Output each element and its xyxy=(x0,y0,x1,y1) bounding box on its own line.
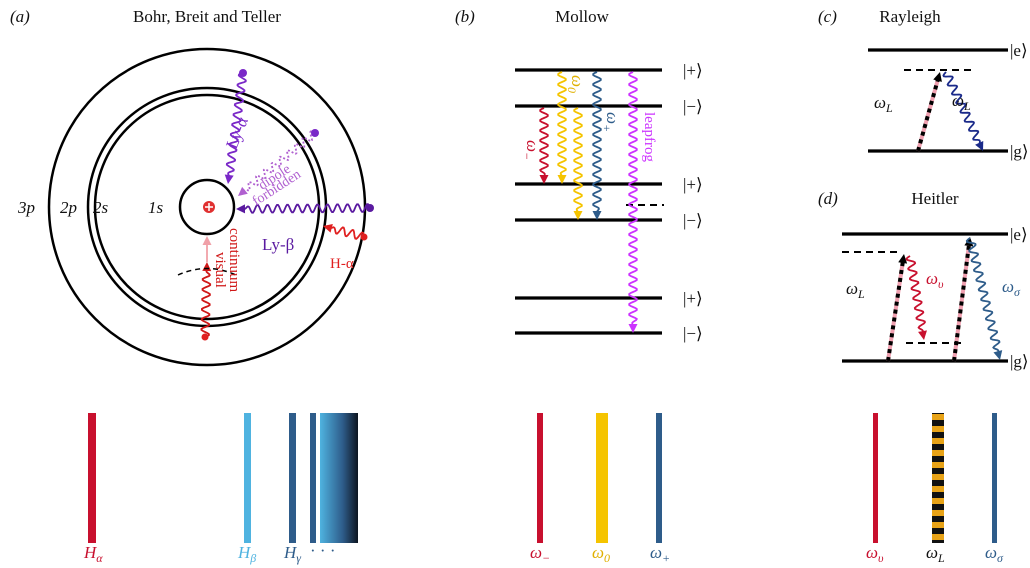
continuum-label: continuum xyxy=(226,228,242,292)
panel-label: (b) xyxy=(455,7,475,26)
arrow-label: ω+ xyxy=(600,112,622,132)
leapfrog-arrow xyxy=(629,72,637,325)
spectral-line xyxy=(289,413,296,543)
spectral-line xyxy=(873,413,878,543)
spectral-line xyxy=(656,413,662,543)
spectrum-label: ω+ xyxy=(650,543,670,565)
state-label: |+⟩ xyxy=(683,175,703,194)
arrow-label: ωL xyxy=(952,91,971,113)
panel-title: Heitler xyxy=(911,189,959,208)
omega-plus-arrow xyxy=(593,72,601,212)
panel-title: Mollow xyxy=(555,7,610,26)
shell-label: 1s xyxy=(148,198,164,217)
panel-label: (c) xyxy=(818,7,837,26)
spectrum-label: ωσ xyxy=(985,543,1004,565)
arrow-head xyxy=(238,187,248,196)
scatter-arrow xyxy=(907,256,925,332)
panel-label: (d) xyxy=(818,189,838,208)
h-alpha-arrow xyxy=(331,227,364,239)
arrow-head xyxy=(225,174,234,184)
ly-beta-label: Ly-β xyxy=(262,235,294,254)
ly-alpha-label: Ly-α xyxy=(222,114,252,151)
spectrum-label: Hγ xyxy=(283,543,301,565)
arrow-label: ωL xyxy=(874,93,893,115)
arrow-head xyxy=(933,72,942,82)
spectral-line xyxy=(596,413,608,543)
dot xyxy=(311,129,319,137)
spectral-line xyxy=(537,413,543,543)
state-label: |−⟩ xyxy=(683,324,703,343)
arrow-label: ω0 xyxy=(565,75,587,93)
state-label: |+⟩ xyxy=(683,289,703,308)
panel-label: (a) xyxy=(10,7,30,26)
spectral-line xyxy=(992,413,997,543)
dot xyxy=(366,204,374,212)
omega-0-arrow xyxy=(558,72,566,176)
arrow-label: ωσ xyxy=(1002,277,1021,299)
arrow-label: ωL xyxy=(846,279,865,301)
spectrum-label: ω− xyxy=(530,543,550,565)
arrow-head xyxy=(202,262,211,271)
arrow-label: leapfrog xyxy=(641,112,657,162)
dot xyxy=(202,334,209,341)
spectral-line xyxy=(310,413,316,543)
visual-label: visual xyxy=(212,252,228,288)
panel-title: Rayleigh xyxy=(879,7,941,26)
spectral-line xyxy=(932,413,944,543)
state-label: |g⟩ xyxy=(1010,142,1029,161)
spectral-line xyxy=(88,413,96,543)
panel-title: Bohr, Breit and Teller xyxy=(133,7,281,26)
state-label: |e⟩ xyxy=(1010,225,1028,244)
state-label: |−⟩ xyxy=(683,97,703,116)
spectrum-label: Hβ xyxy=(237,543,256,565)
arrow-label: ωυ xyxy=(926,269,944,291)
figure: (a) Bohr, Breit and Teller 3p 2p 2s 1s L… xyxy=(0,0,1030,568)
shell-label: 2s xyxy=(93,198,109,217)
arrow-head xyxy=(918,330,927,340)
spectral-line xyxy=(244,413,251,543)
state-label: |g⟩ xyxy=(1010,352,1029,371)
scatter-arrow xyxy=(967,238,1000,352)
shell-label: 3p xyxy=(17,198,35,217)
dot xyxy=(361,234,368,241)
shell-label: 2p xyxy=(60,198,77,217)
arrow-head xyxy=(236,204,245,213)
state-label: |e⟩ xyxy=(1010,41,1028,60)
dot xyxy=(239,69,247,77)
h-alpha-label: H-α xyxy=(330,256,354,272)
arrow-label: ω− xyxy=(520,140,542,160)
spectrum-label: ωL xyxy=(926,543,945,565)
spectrum-label: Hα xyxy=(83,543,103,565)
spectrum-label: · · · xyxy=(310,541,335,560)
state-label: |+⟩ xyxy=(683,61,703,80)
state-label: |−⟩ xyxy=(683,211,703,230)
spectral-continuum xyxy=(320,413,358,543)
laser-dash xyxy=(954,245,969,361)
spectrum-label: ωυ xyxy=(866,543,884,565)
arrow-head xyxy=(203,236,212,245)
spectrum-label: ω0 xyxy=(592,543,610,565)
arrow-head xyxy=(993,350,1002,360)
omega-0-arrow xyxy=(574,108,582,212)
